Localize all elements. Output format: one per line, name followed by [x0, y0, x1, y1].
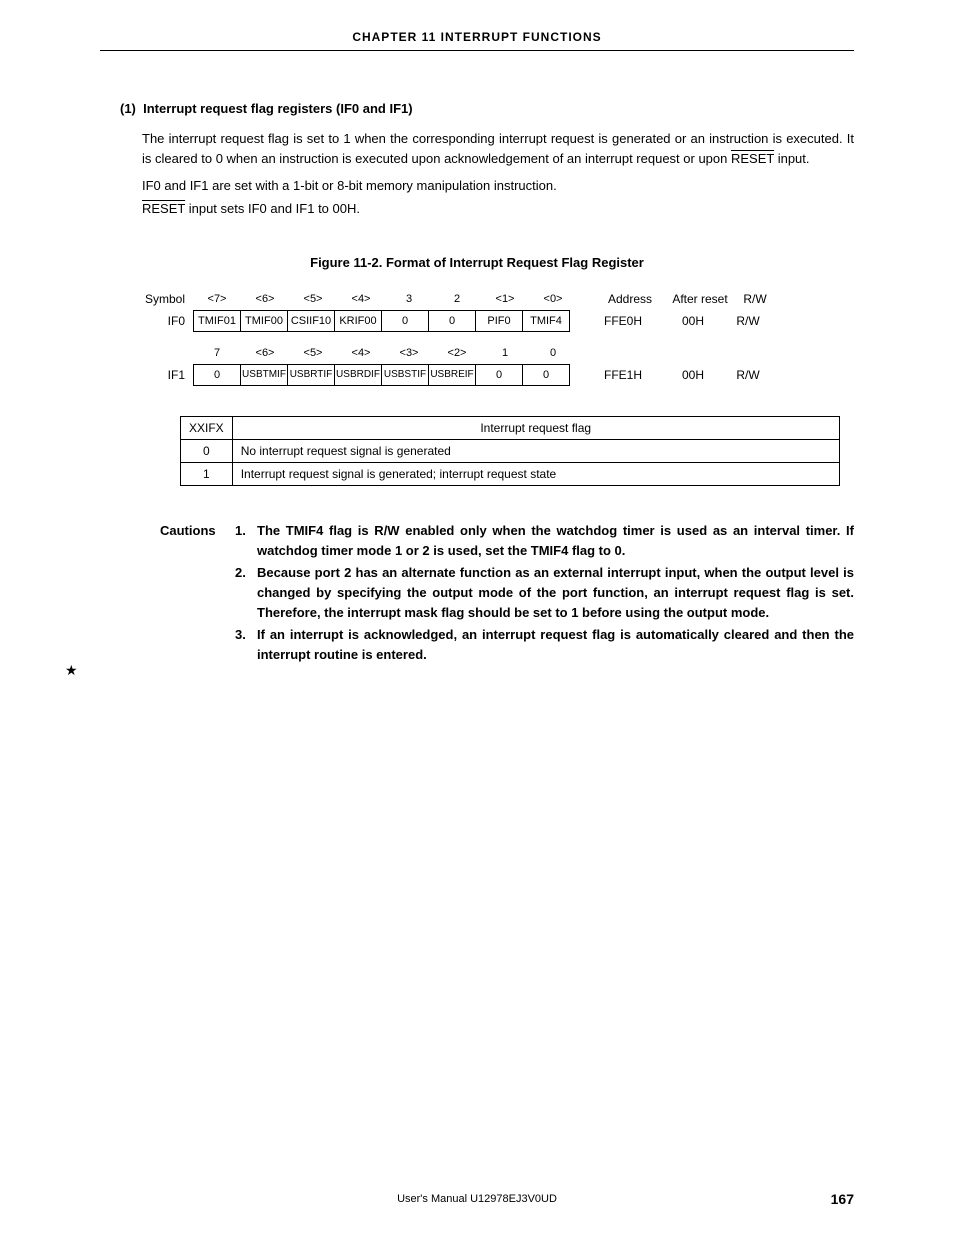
para-1: The interrupt request flag is set to 1 w…: [142, 129, 854, 169]
page-number: 167: [831, 1191, 854, 1207]
cautions-label: Cautions: [160, 521, 235, 668]
section-heading: Interrupt request flag registers (IF0 an…: [143, 101, 412, 116]
table-row: 0 No interrupt request signal is generat…: [181, 439, 840, 462]
reset-overline: RESET: [142, 201, 185, 216]
chapter-header: CHAPTER 11 INTERRUPT FUNCTIONS: [100, 30, 854, 51]
para-3: RESET input sets IF0 and IF1 to 00H.: [142, 199, 854, 219]
reset-overline: RESET: [731, 151, 774, 166]
register-diagram: Symbol <7> <6> <5> <4> 3 2 <1> <0> Addre…: [130, 290, 854, 386]
caution-item: 3. If an interrupt is acknowledged, an i…: [235, 625, 854, 665]
caution-item: 1. The TMIF4 flag is R/W enabled only wh…: [235, 521, 854, 561]
section: (1) Interrupt request flag registers (IF…: [100, 101, 854, 220]
cautions: Cautions 1. The TMIF4 flag is R/W enable…: [160, 521, 854, 668]
if1-row: IF1 0 USBTMIF USBRTIF USBRDIF USBSTIF US…: [130, 364, 854, 386]
page: CHAPTER 11 INTERRUPT FUNCTIONS (1) Inter…: [0, 0, 954, 1235]
section-number: (1): [120, 101, 136, 116]
if0-row: IF0 TMIF01 TMIF00 CSIIF10 KRIF00 0 0 PIF…: [130, 310, 854, 332]
table-row: 1 Interrupt request signal is generated;…: [181, 462, 840, 485]
para-2: IF0 and IF1 are set with a 1-bit or 8-bi…: [142, 176, 854, 196]
flag-table: XXIFX Interrupt request flag 0 No interr…: [180, 416, 840, 486]
figure-title: Figure 11-2. Format of Interrupt Request…: [100, 255, 854, 270]
footer-center: User's Manual U12978EJ3V0UD: [100, 1193, 854, 1205]
if1-header-row: 7 <6> <5> <4> <3> <2> 1 0: [130, 344, 854, 362]
star-icon: ★: [65, 662, 78, 679]
footer: User's Manual U12978EJ3V0UD 167: [100, 1191, 854, 1207]
reg-header-row: Symbol <7> <6> <5> <4> 3 2 <1> <0> Addre…: [130, 290, 854, 308]
caution-item: 2. Because port 2 has an alternate funct…: [235, 563, 854, 623]
cautions-list: 1. The TMIF4 flag is R/W enabled only wh…: [235, 521, 854, 668]
table-row: XXIFX Interrupt request flag: [181, 416, 840, 439]
section-title: (1) Interrupt request flag registers (IF…: [120, 101, 854, 116]
